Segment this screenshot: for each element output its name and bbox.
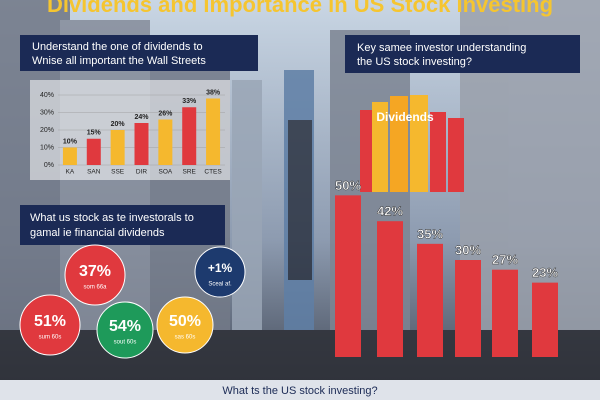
value-label: 38%: [206, 89, 221, 96]
bar: [134, 123, 149, 165]
bar: [158, 119, 173, 165]
stat-circle: [156, 296, 214, 354]
x-tick-label: SOA: [158, 169, 172, 176]
heading: gamal ie financial dividends: [30, 227, 165, 239]
caption: What ts the US stock investing?: [222, 385, 377, 397]
heading: Wnise all important the Wall Streets: [32, 55, 206, 67]
value-label: 20%: [111, 121, 126, 128]
value-label: 15%: [87, 130, 102, 137]
x-tick-label: SSE: [111, 169, 125, 176]
value-label: 26%: [158, 110, 173, 117]
bar: [182, 107, 197, 165]
series-label: Dividends: [376, 110, 434, 124]
value-label: 42%: [377, 204, 403, 219]
stat-note: Sceal af.: [208, 282, 232, 288]
heading-box: [20, 35, 258, 71]
heading-box: [345, 35, 580, 73]
value-label: 35%: [417, 226, 443, 241]
heading: What us stock as te investorals to: [30, 212, 194, 224]
value-label: 33%: [182, 98, 197, 105]
title: Dividends and Importance in US Stock Inv…: [47, 0, 553, 17]
stat-circle: [194, 246, 246, 298]
heading: Understand the one of dividends to: [32, 41, 203, 53]
stat-value: 37%: [79, 263, 111, 280]
y-tick-label: 10%: [40, 144, 54, 151]
stat-value: +1%: [208, 261, 233, 275]
stat-note: sum 60s: [39, 335, 62, 341]
bar: [86, 138, 101, 165]
heading: Key samee investor understanding: [357, 42, 526, 54]
stat-value: 50%: [169, 313, 201, 330]
bar: [377, 221, 403, 357]
y-tick-label: 0%: [44, 162, 54, 169]
stat-circle: [19, 294, 81, 356]
x-tick-label: SAN: [87, 169, 101, 176]
dividends-highlight: [360, 95, 464, 192]
bar: [532, 282, 558, 357]
stat-note: sout 60s: [114, 340, 137, 346]
x-tick-label: CTES: [204, 169, 222, 176]
stat-circle: [96, 301, 154, 359]
bar: [492, 269, 518, 357]
x-tick-label: SRE: [183, 169, 197, 176]
y-tick-label: 30%: [40, 109, 54, 116]
value-label: 50%: [335, 178, 361, 193]
bar: [110, 130, 125, 165]
heading: the US stock investing?: [357, 56, 472, 68]
bar: [335, 195, 361, 357]
value-label: 27%: [492, 252, 518, 267]
stat-value: 54%: [109, 318, 141, 335]
x-tick-label: KA: [66, 169, 75, 176]
y-tick-label: 20%: [40, 127, 54, 134]
value-label: 24%: [134, 114, 149, 121]
stat-note: som 66a: [83, 285, 107, 291]
y-tick-label: 40%: [40, 92, 54, 99]
bar: [417, 243, 443, 357]
bar: [455, 260, 481, 357]
heading-box: [20, 205, 225, 245]
bar: [62, 147, 77, 165]
value-label: 23%: [532, 265, 558, 280]
stat-value: 51%: [34, 313, 66, 330]
caption-band: [0, 380, 600, 400]
bar: [206, 98, 221, 165]
stat-circle: [64, 244, 126, 306]
value-label: 10%: [63, 138, 78, 145]
value-label: 30%: [455, 242, 481, 257]
stat-note: sas 60s: [175, 335, 196, 341]
x-tick-label: DIR: [136, 169, 148, 176]
